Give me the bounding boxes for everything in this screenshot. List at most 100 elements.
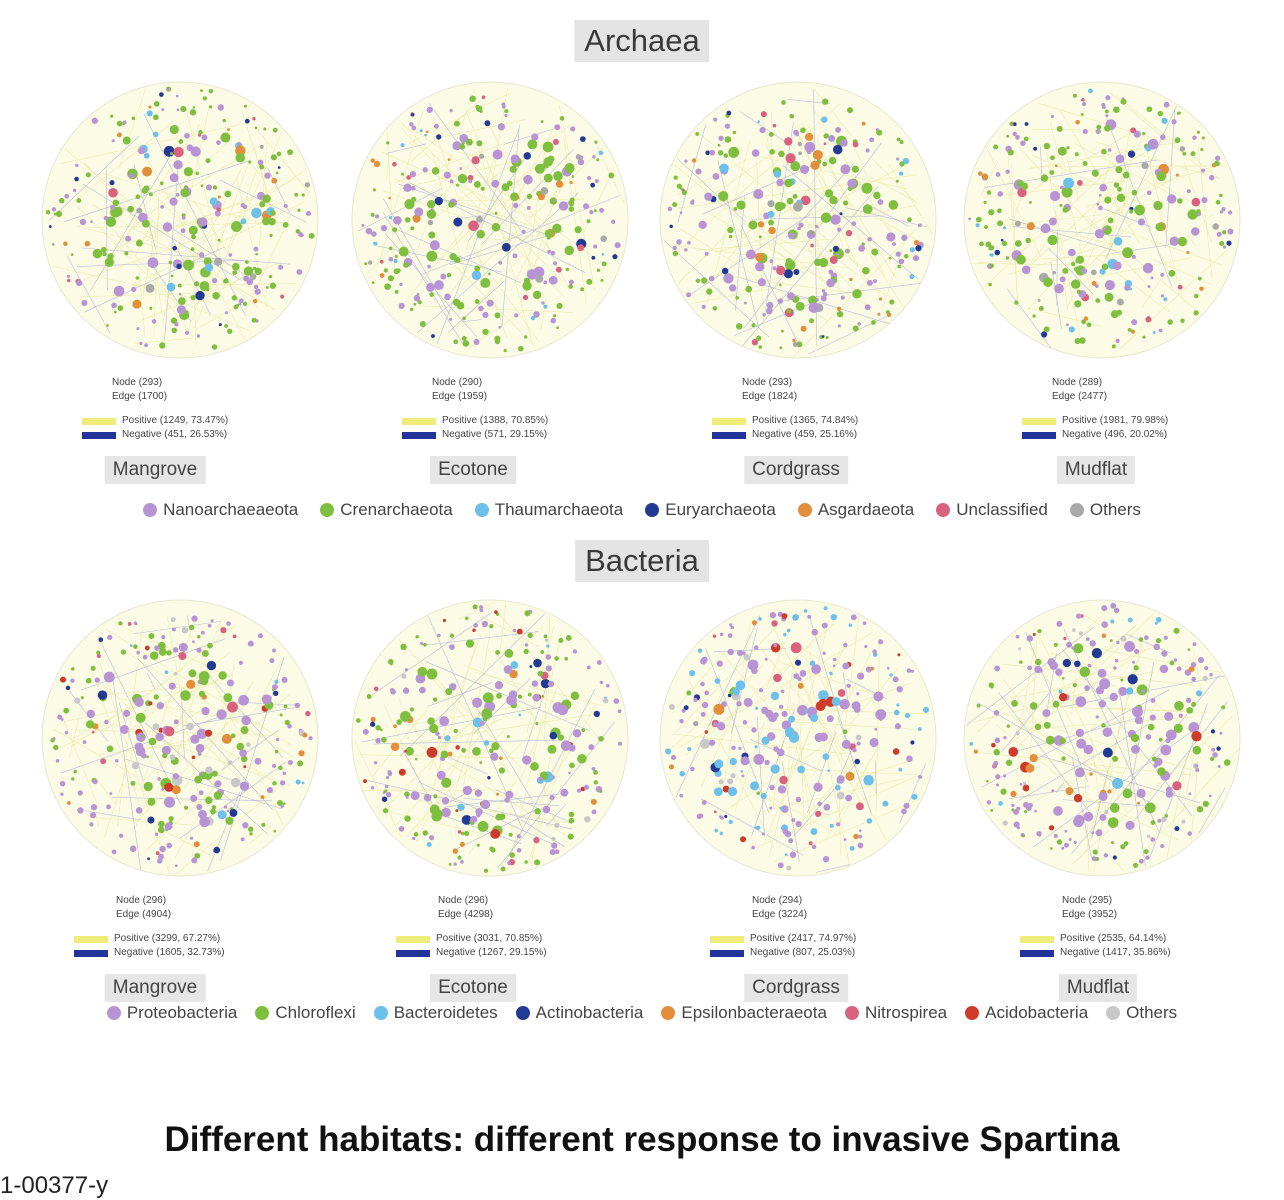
network-graph [41, 599, 319, 877]
habitat-label: Mangrove [104, 456, 206, 484]
positive-edges: Positive (1249, 73.47%) [122, 415, 229, 426]
negative-edges: Negative (451, 26.53%) [122, 429, 228, 440]
positive-edges: Positive (1365, 74.84%) [752, 415, 859, 426]
phylum-label: Crenarchaeota [340, 500, 453, 519]
network-graph [963, 81, 1241, 359]
phylum-color-dot [474, 503, 489, 517]
network-graph [351, 599, 629, 877]
phylum-label: Nanoarchaeaeota [163, 500, 299, 519]
phylum-label: Euryarchaeota [665, 500, 776, 519]
positive-edges: Positive (3299, 67.27%) [114, 933, 221, 944]
phylum-legend-item: Asgardaeota [797, 500, 915, 520]
phylum-color-dot [320, 503, 335, 517]
node-count: Node (296) [438, 895, 489, 906]
phylum-legend-item: Crenarchaeota [320, 500, 453, 520]
network-graph [351, 81, 629, 359]
phylum-color-dot [255, 1006, 270, 1020]
network-stats: Node (296) Edge (4904) Positive (3299, 6… [74, 894, 225, 960]
positive-swatch [710, 935, 744, 943]
habitat-label: Ecotone [430, 456, 516, 484]
negative-swatch [712, 431, 746, 439]
phylum-legend-item: Epsilonbacteraeota [661, 1003, 827, 1023]
negative-swatch [1022, 431, 1056, 439]
phylum-color-dot [936, 503, 951, 517]
phylum-label: Thaumarchaeota [494, 500, 624, 519]
edge-count: Edge (4298) [438, 909, 494, 920]
edge-count: Edge (1959) [432, 391, 488, 402]
phylum-label: Chloroflexi [275, 1003, 356, 1022]
phylum-label: Actinobacteria [535, 1003, 644, 1022]
bacteria-phylum-legend: Proteobacteria Chloroflexi Bacteroidetes Ac… [0, 1003, 1284, 1023]
phylum-label: Nitrospirea [864, 1003, 948, 1022]
citation-fragment: 1-00377-y [0, 1172, 109, 1199]
negative-swatch [74, 949, 108, 957]
positive-swatch [1022, 417, 1056, 425]
phylum-color-dot [106, 1006, 121, 1020]
phylum-color-dot [143, 503, 158, 517]
phylum-color-dot [965, 1006, 980, 1020]
habitat-label: Mudflat [1056, 456, 1136, 484]
network-graph [41, 81, 319, 359]
archaea-section-title: Archaea [574, 20, 710, 62]
phylum-legend-item: Acidobacteria [965, 1003, 1088, 1023]
phylum-legend-item: Bacteroidetes [373, 1003, 498, 1023]
negative-swatch [402, 431, 436, 439]
node-count: Node (295) [1062, 895, 1113, 906]
phylum-legend-item: Euryarchaeota [645, 500, 776, 520]
phylum-color-dot [373, 1006, 388, 1020]
phylum-legend-item: Others [1106, 1003, 1177, 1023]
network-graph [659, 599, 937, 877]
phylum-legend-item: Nitrospirea [844, 1003, 948, 1023]
positive-swatch [396, 935, 430, 943]
phylum-color-dot [645, 503, 660, 517]
negative-edges: Negative (459, 25.16%) [752, 429, 858, 440]
edge-count: Edge (3952) [1062, 909, 1118, 920]
habitat-label: Mudflat [1058, 974, 1138, 1002]
habitat-label: Mangrove [104, 974, 206, 1002]
phylum-label: Asgardaeota [817, 500, 915, 519]
positive-edges: Positive (1388, 70.85%) [442, 415, 549, 426]
phylum-legend-item: Actinobacteria [515, 1003, 644, 1023]
phylum-label: Bacteroidetes [393, 1003, 498, 1022]
negative-edges: Negative (807, 25.03%) [750, 947, 856, 958]
node-count: Node (293) [112, 377, 163, 388]
phylum-color-dot [515, 1006, 530, 1020]
positive-swatch [1020, 935, 1054, 943]
phylum-legend-item: Proteobacteria [106, 1003, 238, 1023]
phylum-label: Proteobacteria [126, 1003, 238, 1022]
positive-edges: Positive (1981, 79.98%) [1062, 415, 1169, 426]
slide-footer-title: Different habitats: different response t… [164, 1120, 1120, 1159]
negative-swatch [82, 431, 116, 439]
negative-swatch [710, 949, 744, 957]
edge-count: Edge (2477) [1052, 391, 1108, 402]
network-stats: Node (296) Edge (4298) Positive (3031, 7… [396, 894, 547, 960]
phylum-legend-item: Chloroflexi [255, 1003, 356, 1023]
phylum-label: Others [1089, 500, 1141, 519]
phylum-legend-item: Others [1069, 500, 1141, 520]
network-stats: Node (293) Edge (1700) Positive (1249, 7… [82, 376, 229, 442]
node-count: Node (289) [1052, 377, 1103, 388]
node-count: Node (290) [432, 377, 483, 388]
phylum-label: Epsilonbacteraeota [681, 1003, 827, 1022]
phylum-color-dot [797, 503, 812, 517]
phylum-color-dot [1069, 503, 1084, 517]
phylum-color-dot [844, 1006, 859, 1020]
phylum-legend-item: Thaumarchaeota [474, 500, 624, 520]
habitat-label: Cordgrass [744, 974, 848, 1002]
phylum-color-dot [1106, 1006, 1121, 1020]
network-stats: Node (294) Edge (3224) Positive (2417, 7… [710, 894, 856, 960]
negative-swatch [396, 949, 430, 957]
phylum-legend-item: Unclassified [936, 500, 1048, 520]
archaea-phylum-legend: Nanoarchaeaeota Crenarchaeota Thaumarchaeo… [0, 500, 1284, 520]
positive-swatch [712, 417, 746, 425]
phylum-color-dot [661, 1006, 676, 1020]
positive-swatch [82, 417, 116, 425]
negative-edges: Negative (1605, 32.73%) [114, 947, 225, 958]
positive-edges: Positive (2535, 64.14%) [1060, 933, 1167, 944]
phylum-label: Unclassified [956, 500, 1048, 519]
negative-edges: Negative (1417, 35.86%) [1060, 947, 1171, 958]
negative-swatch [1020, 949, 1054, 957]
negative-edges: Negative (571, 29.15%) [442, 429, 548, 440]
network-stats: Node (289) Edge (2477) Positive (1981, 7… [1022, 376, 1169, 442]
habitat-label: Ecotone [430, 974, 516, 1002]
